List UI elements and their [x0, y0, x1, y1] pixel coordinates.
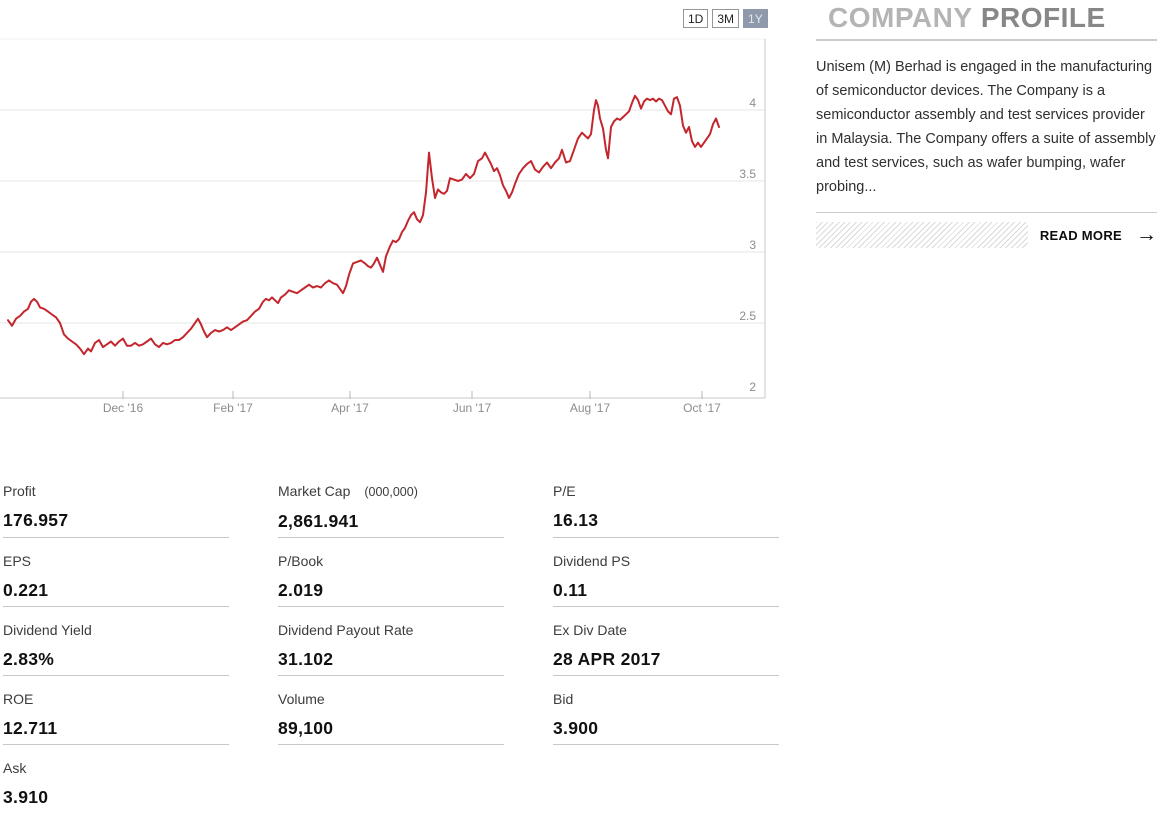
- stat-label: Ask: [3, 760, 27, 776]
- stat-value: 16.13: [553, 510, 599, 530]
- stat-value: 3.910: [3, 787, 49, 807]
- company-profile-title: COMPANY PROFILE: [816, 2, 1157, 41]
- stat-value: 31.102: [278, 649, 334, 669]
- stat-label: P/Book: [278, 553, 324, 569]
- price-line-chart[interactable]: 2 2.5 3 3.5 4 Dec '16 Feb '17 Apr '17 Jun '17 Aug…: [0, 0, 775, 430]
- stat-value: 89,100: [278, 718, 334, 738]
- price-line-series: [7, 94, 720, 356]
- price-chart-panel: 2 2.5 3 3.5 4 Dec '16 Feb '17 Apr '17 Jun '17 Aug…: [0, 0, 775, 430]
- x-axis-label: Jun '17: [453, 401, 492, 415]
- stat-label: EPS: [3, 553, 32, 569]
- y-axis-label: 2.5: [739, 309, 756, 323]
- stat-value: 28 APR 2017: [553, 649, 661, 669]
- read-more-label: READ MORE: [1039, 227, 1122, 243]
- range-buttons: 1D 3M 1Y: [683, 9, 768, 28]
- y-axis-label: 3: [749, 238, 756, 252]
- stat-sublabel: (000,000): [364, 485, 418, 499]
- stat-cell-p-book: P/Book 2.019: [278, 553, 504, 607]
- stat-value: 2,861.941: [278, 511, 359, 531]
- hatched-decoration: [816, 222, 1028, 248]
- key-stats-grid: Profit 176.957 Market Cap (000,000) 2,861.94…: [3, 483, 781, 813]
- x-axis-label: Oct '17: [683, 401, 721, 415]
- stat-cell-bid: Bid 3.900: [553, 691, 779, 745]
- x-axis-label: Feb '17: [213, 401, 253, 415]
- stat-cell-p-e: P/E 16.13: [553, 483, 779, 538]
- y-axis-label: 2: [749, 380, 756, 394]
- read-more-link[interactable]: READ MORE →: [1039, 222, 1157, 246]
- company-description: Unisem (M) Berhad is engaged in the manu…: [816, 59, 1156, 195]
- company-profile-title-bold: PROFILE: [980, 2, 1106, 33]
- stat-label: Profit: [3, 483, 36, 499]
- stat-label: Ex Div Date: [553, 622, 627, 638]
- company-profile-title-light: COMPANY: [828, 2, 973, 33]
- y-axis-label: 3.5: [739, 167, 756, 181]
- range-button-3m[interactable]: 3M: [712, 9, 740, 28]
- stat-label: Market Cap (000,000): [278, 483, 418, 499]
- company-profile-section: COMPANY PROFILE Unisem (M) Berhad is eng…: [816, 2, 1157, 248]
- stat-cell-volume: Volume 89,100: [278, 691, 504, 745]
- stat-cell-market-cap: Market Cap (000,000) 2,861.941: [278, 483, 504, 538]
- stat-cell-profit: Profit 176.957: [3, 483, 229, 538]
- stat-label: Dividend PS: [553, 553, 631, 569]
- stat-cell-ex-div-date: Ex Div Date 28 APR 2017: [553, 622, 779, 676]
- stat-value: 176.957: [3, 510, 69, 530]
- stat-label: Dividend Payout Rate: [278, 622, 414, 638]
- stat-label: Dividend Yield: [3, 622, 92, 638]
- stat-cell-dividend-yield: Dividend Yield 2.83%: [3, 622, 229, 676]
- read-more-row: READ MORE →: [816, 212, 1157, 248]
- stat-label: ROE: [3, 691, 34, 707]
- stat-label: Bid: [553, 691, 574, 707]
- range-button-1d[interactable]: 1D: [683, 9, 709, 28]
- stat-cell-ask: Ask 3.910: [3, 760, 229, 813]
- x-axis-label: Apr '17: [331, 401, 369, 415]
- stat-label: P/E: [553, 483, 576, 499]
- arrow-right-icon: →: [1136, 222, 1157, 246]
- stat-value: 3.900: [553, 718, 599, 738]
- stat-cell-roe: ROE 12.711: [3, 691, 229, 745]
- x-axis-label: Aug '17: [570, 401, 611, 415]
- stat-cell-dividend-payout-rate: Dividend Payout Rate 31.102: [278, 622, 504, 676]
- y-axis-label: 4: [749, 96, 756, 110]
- stat-value: 2.019: [278, 580, 324, 600]
- x-axis-label: Dec '16: [103, 401, 144, 415]
- stat-label: Volume: [278, 691, 325, 707]
- range-button-1y[interactable]: 1Y: [743, 9, 768, 28]
- stat-value: 12.711: [3, 718, 58, 738]
- stat-value: 0.221: [3, 580, 49, 600]
- stat-cell-eps: EPS 0.221: [3, 553, 229, 607]
- stat-value: 2.83%: [3, 649, 55, 669]
- stat-value: 0.11: [553, 580, 588, 600]
- stat-cell-dividend-ps: Dividend PS 0.11: [553, 553, 779, 607]
